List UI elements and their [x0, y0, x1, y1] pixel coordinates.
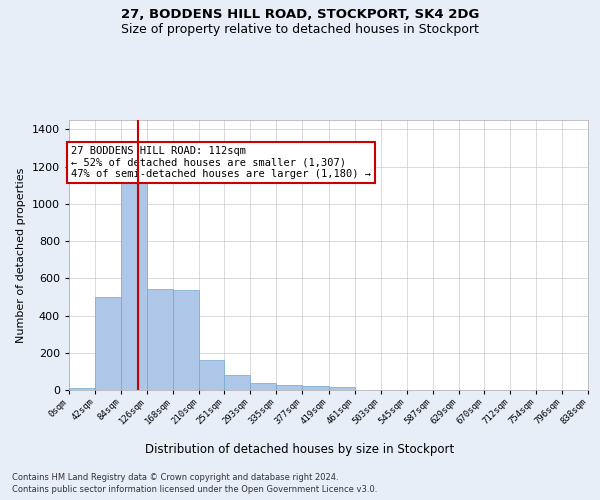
- Bar: [302, 386, 329, 390]
- Y-axis label: Number of detached properties: Number of detached properties: [16, 168, 26, 342]
- Bar: [329, 387, 355, 390]
- Bar: [95, 297, 121, 390]
- Bar: [69, 388, 95, 390]
- Text: Contains HM Land Registry data © Crown copyright and database right 2024.: Contains HM Land Registry data © Crown c…: [12, 472, 338, 482]
- Bar: [199, 360, 224, 390]
- Bar: [173, 290, 199, 390]
- Text: Contains public sector information licensed under the Open Government Licence v3: Contains public sector information licen…: [12, 485, 377, 494]
- Text: Size of property relative to detached houses in Stockport: Size of property relative to detached ho…: [121, 22, 479, 36]
- Bar: [250, 384, 277, 390]
- Bar: [224, 375, 250, 390]
- Bar: [121, 176, 147, 390]
- Bar: [277, 385, 302, 390]
- Text: 27, BODDENS HILL ROAD, STOCKPORT, SK4 2DG: 27, BODDENS HILL ROAD, STOCKPORT, SK4 2D…: [121, 8, 479, 20]
- Text: Distribution of detached houses by size in Stockport: Distribution of detached houses by size …: [145, 442, 455, 456]
- Text: 27 BODDENS HILL ROAD: 112sqm
← 52% of detached houses are smaller (1,307)
47% of: 27 BODDENS HILL ROAD: 112sqm ← 52% of de…: [71, 146, 371, 180]
- Bar: [147, 290, 173, 390]
